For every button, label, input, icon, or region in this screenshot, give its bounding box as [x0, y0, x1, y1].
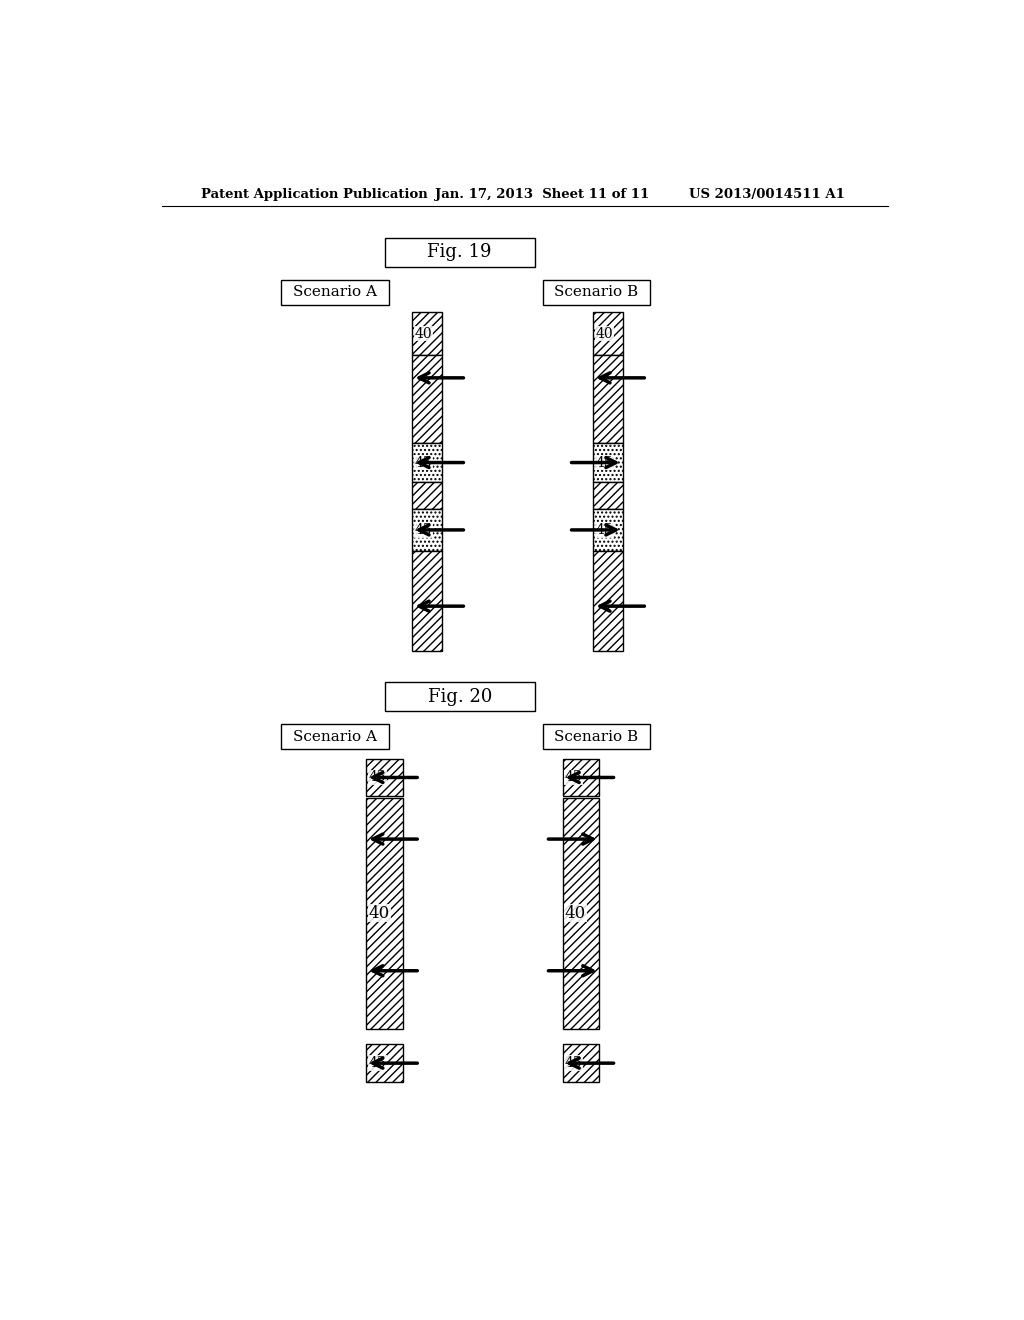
Bar: [413, 313, 441, 355]
Text: 45: 45: [369, 771, 386, 784]
Bar: [281, 280, 388, 305]
Text: Scenario A: Scenario A: [293, 285, 377, 300]
Bar: [562, 759, 599, 796]
Text: 45: 45: [415, 455, 432, 470]
Text: Patent Application Publication: Patent Application Publication: [202, 187, 428, 201]
Text: 40: 40: [415, 326, 432, 341]
Bar: [413, 482, 441, 508]
Text: Fig. 19: Fig. 19: [427, 243, 492, 261]
Bar: [562, 797, 599, 1028]
Bar: [413, 355, 441, 444]
Bar: [367, 797, 403, 1028]
Text: US 2013/0014511 A1: US 2013/0014511 A1: [689, 187, 845, 201]
Text: Scenario A: Scenario A: [293, 730, 377, 743]
Bar: [543, 280, 650, 305]
Text: 45: 45: [565, 1056, 583, 1071]
Bar: [281, 725, 388, 748]
Bar: [413, 508, 441, 552]
Text: 45: 45: [596, 455, 613, 470]
Bar: [593, 444, 623, 482]
Text: Jan. 17, 2013  Sheet 11 of 11: Jan. 17, 2013 Sheet 11 of 11: [435, 187, 649, 201]
Text: 40: 40: [596, 326, 613, 341]
Bar: [413, 552, 441, 651]
Text: 40: 40: [565, 904, 586, 921]
Text: Scenario B: Scenario B: [554, 285, 639, 300]
Text: 45: 45: [565, 771, 583, 784]
Bar: [593, 552, 623, 651]
Text: 40: 40: [369, 904, 390, 921]
Bar: [413, 444, 441, 482]
Bar: [593, 482, 623, 508]
Bar: [367, 1044, 403, 1082]
Bar: [543, 725, 650, 748]
Bar: [562, 1044, 599, 1082]
Bar: [593, 508, 623, 552]
Text: 45: 45: [415, 523, 432, 537]
Bar: [385, 682, 535, 711]
Text: Scenario B: Scenario B: [554, 730, 639, 743]
Bar: [367, 759, 403, 796]
Text: Fig. 20: Fig. 20: [428, 688, 492, 706]
Bar: [385, 238, 535, 267]
Bar: [593, 355, 623, 444]
Text: 45: 45: [596, 523, 613, 537]
Bar: [593, 313, 623, 355]
Text: 45: 45: [369, 1056, 386, 1071]
